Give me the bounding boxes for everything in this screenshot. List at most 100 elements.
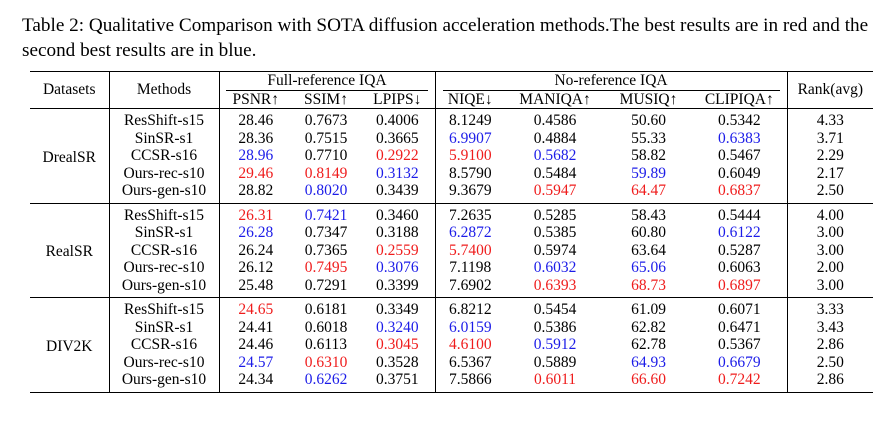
value-cell: 0.6383 bbox=[717, 129, 761, 147]
value-cell: 24.41 bbox=[218, 318, 292, 336]
method-cell: Ours-rec-s10 bbox=[108, 164, 219, 182]
header-methods: Methods bbox=[108, 71, 219, 109]
value-cell: 9.3679 bbox=[434, 182, 506, 203]
value-cell: 0.5385 bbox=[533, 224, 577, 241]
rank-cell: 2.50 bbox=[786, 182, 874, 203]
value-cell: 65.06 bbox=[631, 259, 666, 276]
value-cell: 0.7421 bbox=[292, 202, 360, 224]
value-cell: 7.2635 bbox=[434, 202, 506, 224]
value-cell: 0.3751 bbox=[375, 371, 419, 388]
rank-cell: 3.71 bbox=[786, 129, 874, 147]
value-cell: 0.7673 bbox=[292, 108, 360, 130]
dataset-cell: DrealSR bbox=[30, 108, 109, 203]
value-cell: 0.8020 bbox=[304, 182, 348, 199]
value-cell: 28.82 bbox=[218, 182, 292, 203]
header-datasets: Datasets bbox=[30, 71, 109, 109]
value-cell: 0.5947 bbox=[533, 182, 577, 199]
value-cell: 0.6181 bbox=[292, 297, 360, 319]
table-row: DrealSR ResShift-s15 28.46 0.7673 0.4006 8.12… bbox=[30, 108, 874, 203]
rank-cell: 4.00 bbox=[786, 202, 874, 224]
value-cell: 62.82 bbox=[631, 318, 666, 336]
rank-cell: 3.00 bbox=[786, 241, 874, 259]
value-cell: 63.64 bbox=[631, 241, 666, 259]
value-cell: 0.5682 bbox=[533, 147, 577, 164]
rank-cell: 2.17 bbox=[786, 164, 874, 182]
value-cell: 0.3399 bbox=[375, 276, 419, 294]
value-cell: 4.6100 bbox=[434, 336, 506, 354]
value-cell: 0.6310 bbox=[304, 353, 348, 371]
rank-cell: 3.43 bbox=[786, 318, 874, 336]
method-cell: CCSR-s16 bbox=[108, 241, 219, 259]
value-cell: 0.6011 bbox=[533, 371, 577, 388]
comparison-table: Datasets Methods Full-reference IQA No-r… bbox=[30, 71, 874, 393]
value-cell: 0.6018 bbox=[304, 318, 348, 336]
value-cell: 0.7515 bbox=[304, 129, 348, 147]
table-body: DrealSR ResShift-s15 28.46 0.7673 0.4006 8.12… bbox=[30, 108, 874, 393]
table-row: CCSR-s16 24.46 0.6113 0.3045 4.6100 0.5912 62.… bbox=[30, 336, 874, 354]
value-cell: 0.7495 bbox=[304, 259, 348, 276]
value-cell: 50.60 bbox=[605, 108, 693, 130]
value-cell: 26.31 bbox=[218, 202, 292, 224]
value-cell: 0.5454 bbox=[505, 297, 606, 319]
value-cell: 0.5912 bbox=[533, 336, 577, 353]
value-cell: 0.3460 bbox=[360, 202, 436, 224]
value-cell: 0.5974 bbox=[533, 241, 577, 259]
value-cell: 0.6032 bbox=[533, 259, 577, 276]
value-cell: 0.3240 bbox=[375, 318, 419, 336]
value-cell: 0.7291 bbox=[304, 276, 348, 294]
value-cell: 0.6071 bbox=[692, 297, 788, 319]
table-row: Ours-rec-s10 26.12 0.7495 0.3076 7.1198 0.603… bbox=[30, 259, 874, 277]
table-row: SinSR-s1 26.28 0.7347 0.3188 6.2872 0.5385 60.… bbox=[30, 224, 874, 242]
value-cell: 7.6902 bbox=[434, 276, 506, 298]
value-cell: 24.34 bbox=[218, 371, 292, 392]
value-cell: 64.47 bbox=[631, 182, 666, 199]
table-row: RealSR ResShift-s15 26.31 0.7421 0.3460 7.263… bbox=[30, 202, 874, 298]
rank-cell: 3.33 bbox=[786, 297, 874, 319]
value-cell: 0.2559 bbox=[375, 241, 419, 259]
header-ssim: SSIM↑ bbox=[304, 90, 348, 108]
value-cell: 28.46 bbox=[218, 108, 292, 130]
value-cell: 0.5386 bbox=[533, 318, 577, 336]
value-cell: 0.5484 bbox=[533, 164, 577, 182]
value-cell: 6.2872 bbox=[434, 224, 506, 242]
value-cell: 0.6679 bbox=[717, 353, 761, 371]
value-cell: 0.3665 bbox=[375, 129, 419, 147]
value-cell: 62.78 bbox=[631, 336, 666, 353]
header-rank: Rank(avg) bbox=[786, 71, 874, 109]
header-niqe: NIQE↓ bbox=[434, 90, 506, 109]
header-clipiqa: CLIPIQA↑ bbox=[704, 90, 774, 108]
value-cell: 26.12 bbox=[218, 259, 292, 277]
value-cell: 58.43 bbox=[605, 202, 693, 224]
value-cell: 0.6897 bbox=[717, 276, 761, 294]
table-row: Ours-gen-s10 28.82 0.8020 0.3439 9.3679 0.594… bbox=[30, 182, 874, 203]
value-cell: 24.46 bbox=[218, 336, 292, 354]
value-cell: 0.6049 bbox=[717, 164, 761, 182]
value-cell: 7.1198 bbox=[434, 259, 506, 277]
method-cell: Ours-rec-s10 bbox=[108, 259, 219, 277]
table-row: CCSR-s16 28.96 0.7710 0.2922 5.9100 0.5682 58.… bbox=[30, 147, 874, 165]
value-cell: 66.60 bbox=[631, 371, 666, 388]
dataset-cell: RealSR bbox=[30, 202, 109, 298]
value-cell: 24.65 bbox=[218, 297, 292, 319]
value-cell: 0.3132 bbox=[375, 164, 419, 182]
value-cell: 0.5285 bbox=[505, 202, 606, 224]
table-row: Ours-gen-s10 24.34 0.6262 0.3751 7.5866 0.601… bbox=[30, 371, 874, 392]
header-maniqa: MANIQA↑ bbox=[519, 90, 591, 108]
value-cell: 0.5287 bbox=[717, 241, 761, 259]
value-cell: 26.28 bbox=[218, 224, 292, 242]
value-cell: 7.5866 bbox=[434, 371, 506, 392]
value-cell: 0.3076 bbox=[375, 259, 419, 276]
value-cell: 60.80 bbox=[631, 224, 666, 241]
value-cell: 8.1249 bbox=[434, 108, 506, 130]
value-cell: 8.5790 bbox=[434, 164, 506, 182]
value-cell: 68.73 bbox=[631, 276, 666, 294]
method-cell: ResShift-s15 bbox=[108, 297, 219, 319]
value-cell: 6.9907 bbox=[434, 129, 506, 147]
value-cell: 64.93 bbox=[631, 353, 666, 371]
rank-cell: 2.50 bbox=[786, 353, 874, 371]
rank-cell: 2.00 bbox=[786, 259, 874, 277]
value-cell: 0.3045 bbox=[375, 336, 419, 353]
value-cell: 0.2922 bbox=[375, 147, 419, 164]
header-psnr: PSNR↑ bbox=[218, 90, 292, 109]
value-cell: 28.36 bbox=[218, 129, 292, 147]
